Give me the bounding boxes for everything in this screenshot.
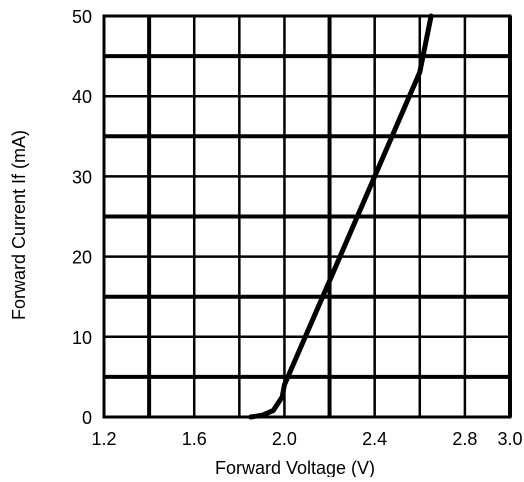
- x-tick-labels: 1.2 1.6 2.0 2.4 2.8 3.0: [91, 429, 522, 449]
- y-tick-label: 0: [82, 408, 92, 428]
- y-tick-label: 30: [72, 167, 92, 187]
- y-tick-label: 50: [72, 7, 92, 27]
- x-tick-label: 1.2: [91, 429, 116, 449]
- plot-frame: [102, 14, 512, 419]
- y-tick-label: 10: [72, 328, 92, 348]
- series-line: [248, 13, 434, 420]
- x-tick-label: 2.0: [272, 429, 297, 449]
- x-tick-label: 2.8: [452, 429, 477, 449]
- series: [248, 13, 434, 420]
- y-tick-label: 40: [72, 87, 92, 107]
- y-axis-label: Forward Current If (mA): [9, 130, 29, 320]
- x-tick-label: 3.0: [497, 429, 522, 449]
- x-axis-label: Forward Voltage (V): [215, 458, 375, 477]
- x-tick-label: 1.6: [182, 429, 207, 449]
- x-tick-label: 2.4: [362, 429, 387, 449]
- y-tick-label: 20: [72, 248, 92, 268]
- plot-border: [102, 14, 512, 419]
- grid: [102, 14, 512, 419]
- y-tick-labels: 0 10 20 30 40 50: [72, 7, 92, 428]
